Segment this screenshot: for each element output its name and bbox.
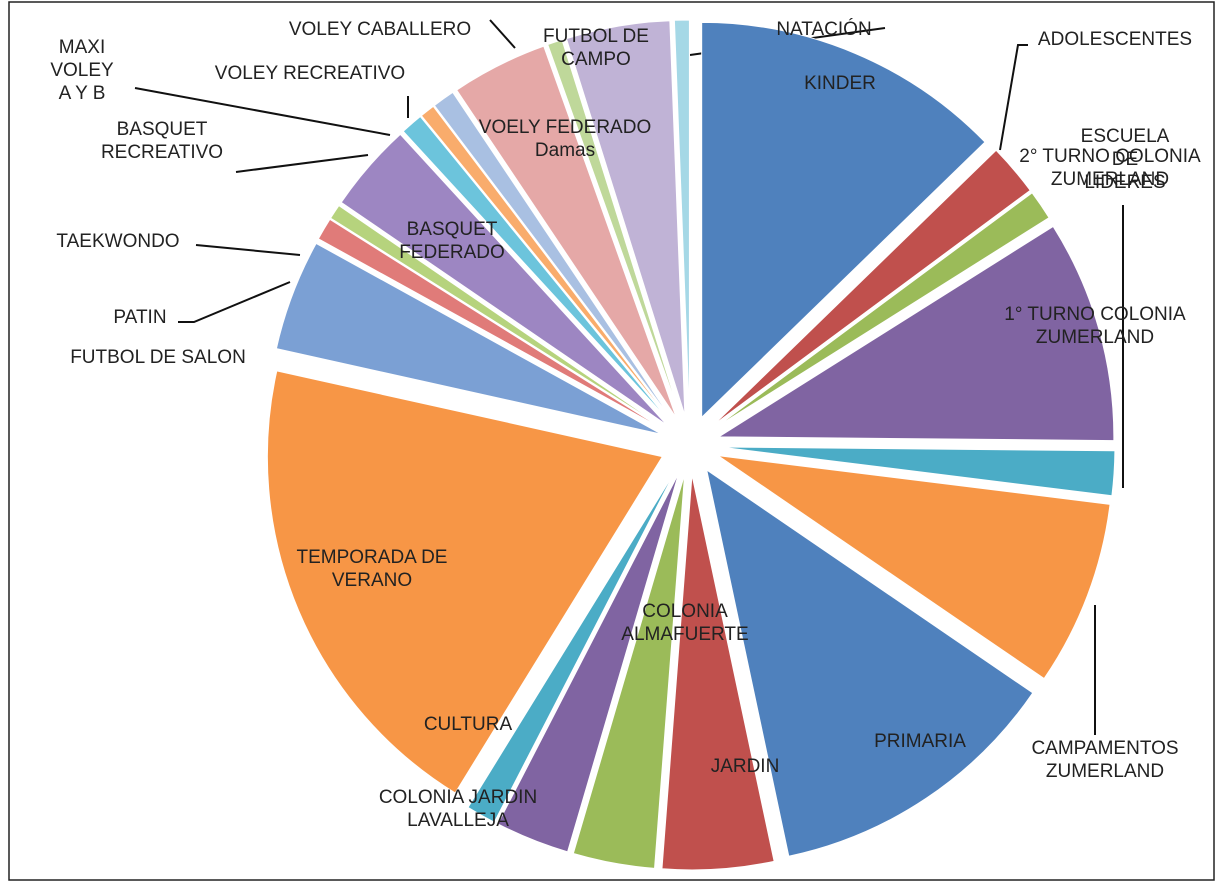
pie-slice — [714, 192, 1050, 429]
slice-label: CAMPAMENTOS ZUMERLAND — [1031, 738, 1179, 782]
slice-label: KINDER — [804, 73, 876, 94]
pie-slice — [455, 45, 677, 419]
slice-label: BASQUET RECREATIVO — [100, 119, 224, 163]
slice-label: CULTURA — [423, 714, 513, 735]
pie-slice — [717, 225, 1115, 442]
pie-slice — [673, 19, 690, 416]
slice-label: VOLEY RECREATIVO — [214, 63, 406, 84]
pie-slice — [329, 204, 666, 429]
pie-slice — [420, 105, 672, 422]
pie-slice — [717, 455, 1111, 680]
pie-slice — [705, 468, 1034, 857]
pie-slice — [497, 472, 680, 853]
slice-label: ESCUELA DE LIDERES — [1080, 126, 1170, 193]
pie-slice — [547, 39, 681, 417]
slice-label: 2° TURNO COLONIA ZUMERLAND — [1019, 146, 1201, 190]
slice-label: JARDIN — [710, 756, 780, 777]
pie-slice — [712, 149, 1031, 426]
slice-label: COLONIA ALMAFUERTE — [621, 601, 749, 645]
pie-slice — [719, 446, 1116, 497]
slice-label: BASQUET FEDERADO — [399, 219, 505, 263]
slice-label: TAEKWONDO — [56, 231, 180, 252]
pie-slice — [467, 470, 676, 823]
slice-label: VOLEY CABALLERO — [288, 19, 472, 40]
pie-slice — [340, 133, 668, 426]
slice-label: PRIMARIA — [874, 731, 966, 752]
slice-label: FUTBOL DE CAMPO — [543, 26, 649, 70]
pie-slice — [275, 242, 663, 435]
slice-label: COLONIA JARDIN LAVALLEJA — [378, 787, 538, 831]
slice-label: VOELY FEDERADO Damas — [478, 117, 652, 161]
slice-label: NATACIÓN — [776, 19, 872, 40]
pie-slice — [402, 115, 671, 423]
slice-label: PATIN — [113, 307, 167, 328]
slice-label: FUTBOL DE SALON — [70, 347, 246, 368]
slice-label: TEMPORADA DE VERANO — [296, 547, 448, 591]
chart-border — [8, 1, 1215, 881]
pie-slice — [317, 218, 665, 431]
pie-slice — [661, 474, 775, 871]
pie-slice — [565, 20, 686, 416]
slice-label: MAXI VOLEY A Y B — [50, 37, 114, 104]
pie-slice — [701, 21, 986, 419]
slice-label: ADOLESCENTES — [1037, 29, 1193, 50]
pie-slice — [433, 91, 674, 421]
pie-slice — [572, 474, 686, 869]
pie-slice — [266, 370, 664, 794]
slice-label: 1° TURNO COLONIA ZUMERLAND — [1004, 304, 1186, 348]
